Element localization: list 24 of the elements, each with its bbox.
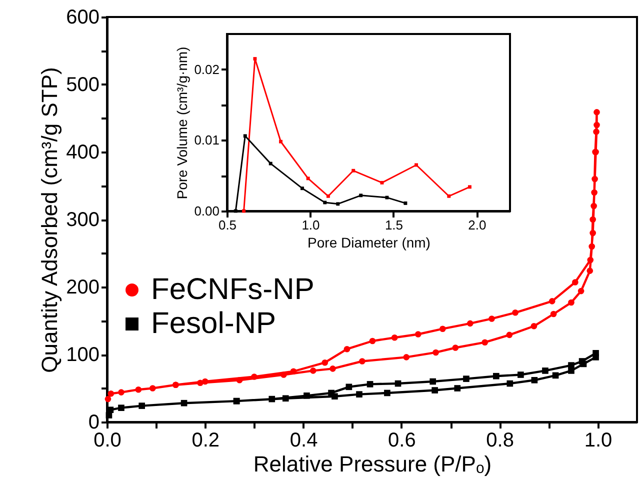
y-tick-label: 400 xyxy=(66,142,100,164)
x-tick-label: 0.8 xyxy=(486,430,514,452)
y-tick-label: 0.00 xyxy=(194,204,220,218)
y-tick-label: 0.02 xyxy=(194,62,220,77)
y-tick-label: 500 xyxy=(66,74,100,96)
x-tick-label: 0.2 xyxy=(192,430,220,452)
y-tick-label: 100 xyxy=(66,344,100,366)
legend-label: FeCNFs-NP xyxy=(151,273,314,306)
y-axis-title: Pore Volume (cm³/g·nm) xyxy=(174,46,190,200)
y-tick-label: 300 xyxy=(66,209,100,231)
x-tick-label: 0.5 xyxy=(218,218,237,232)
x-tick-label: 1.5 xyxy=(384,218,404,232)
x-tick-label: 2.0 xyxy=(468,218,486,232)
y-tick-label: 600 xyxy=(66,6,100,28)
y-tick-label: 200 xyxy=(66,276,100,298)
x-tick-label: 0.4 xyxy=(290,430,318,452)
x-tick-label: 0.6 xyxy=(388,430,416,452)
x-tick-label: 1.0 xyxy=(302,218,320,232)
legend-label: Fesol-NP xyxy=(151,307,276,340)
x-tick-label: 1.0 xyxy=(584,430,612,452)
y-tick-label: 0.01 xyxy=(194,132,220,148)
y-axis-title: Quantity Adsorbed (cm³/g STP) xyxy=(37,67,62,373)
x-axis-title: Pore Diameter (nm) xyxy=(308,234,430,250)
x-axis-title: Relative Pressure (P/Pₒ) xyxy=(253,452,492,476)
